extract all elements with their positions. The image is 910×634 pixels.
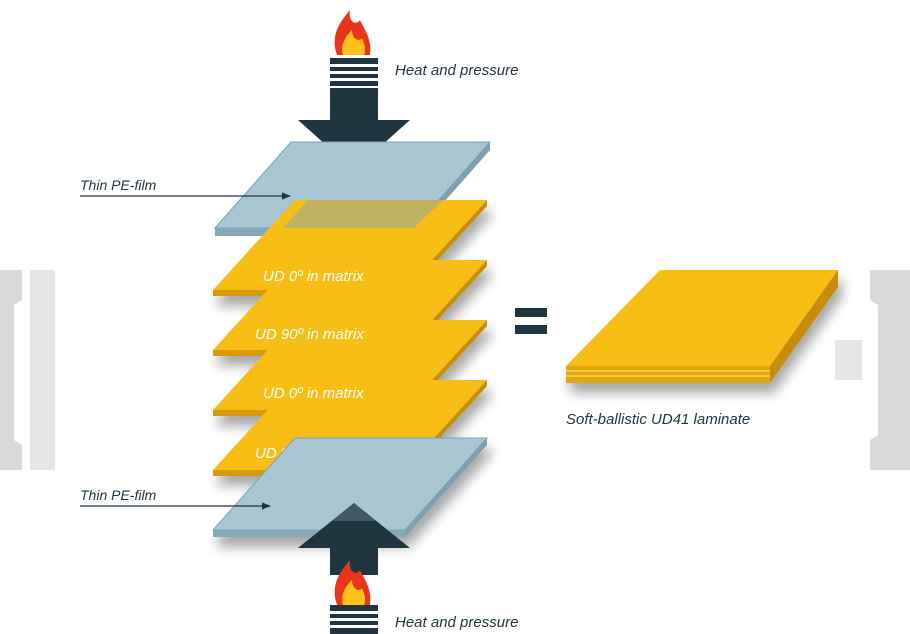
equals-sign [515,308,547,334]
pe-film-label-bottom: Thin PE-film [80,487,157,503]
decorative-left-bracket [0,270,55,470]
heat-label-top: Heat and pressure [395,62,518,79]
top-heat-source [298,10,410,170]
ud-layer-label-3: UD 0º in matrix [263,385,364,402]
ud-layer-label-2: UD 90º in matrix [255,326,364,343]
down-arrow-icon [298,88,410,170]
pe-film-overlap [283,200,443,228]
up-arrow-icon [298,503,410,575]
ud-layer-label-1: UD 0º in matrix [263,268,364,285]
heat-label-bottom: Heat and pressure [395,614,518,631]
pe-film-label-top: Thin PE-film [80,177,157,193]
laminate-result [566,270,838,383]
decorative-right-bracket [835,270,910,470]
bottom-heat-source [298,503,410,634]
laminate-label: Soft-ballistic UD41 laminate [566,411,750,428]
